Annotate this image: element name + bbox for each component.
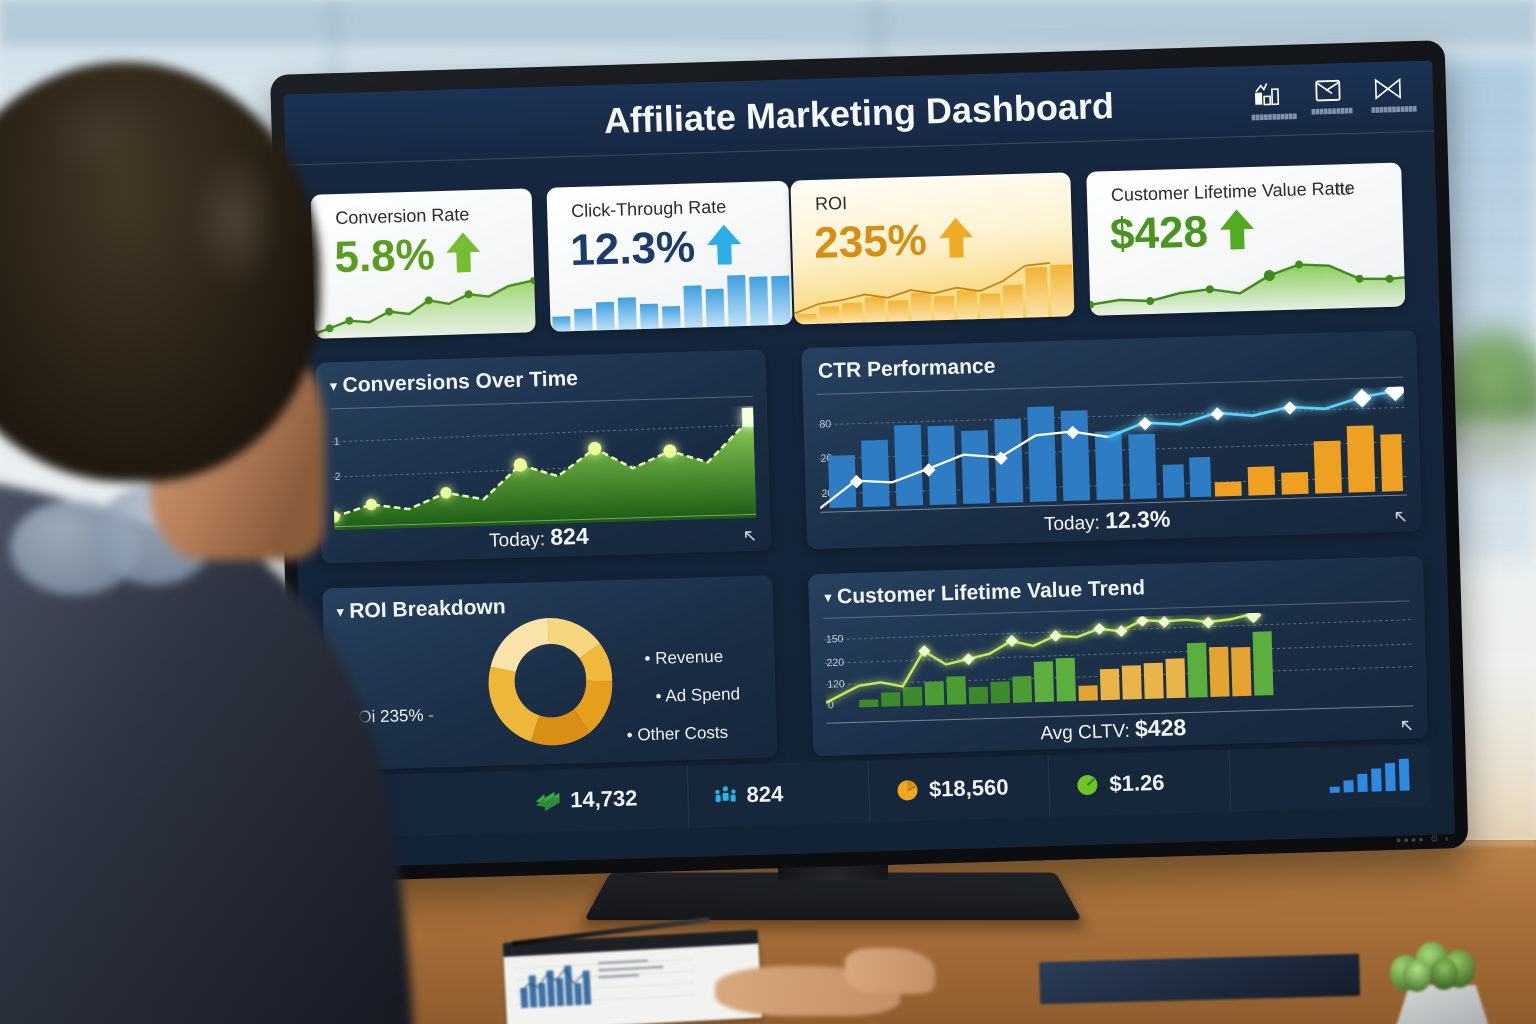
- svg-text:150: 150: [826, 634, 844, 645]
- svg-text:120: 120: [827, 679, 845, 690]
- svg-text:80: 80: [819, 419, 831, 430]
- svg-text:220: 220: [826, 658, 844, 669]
